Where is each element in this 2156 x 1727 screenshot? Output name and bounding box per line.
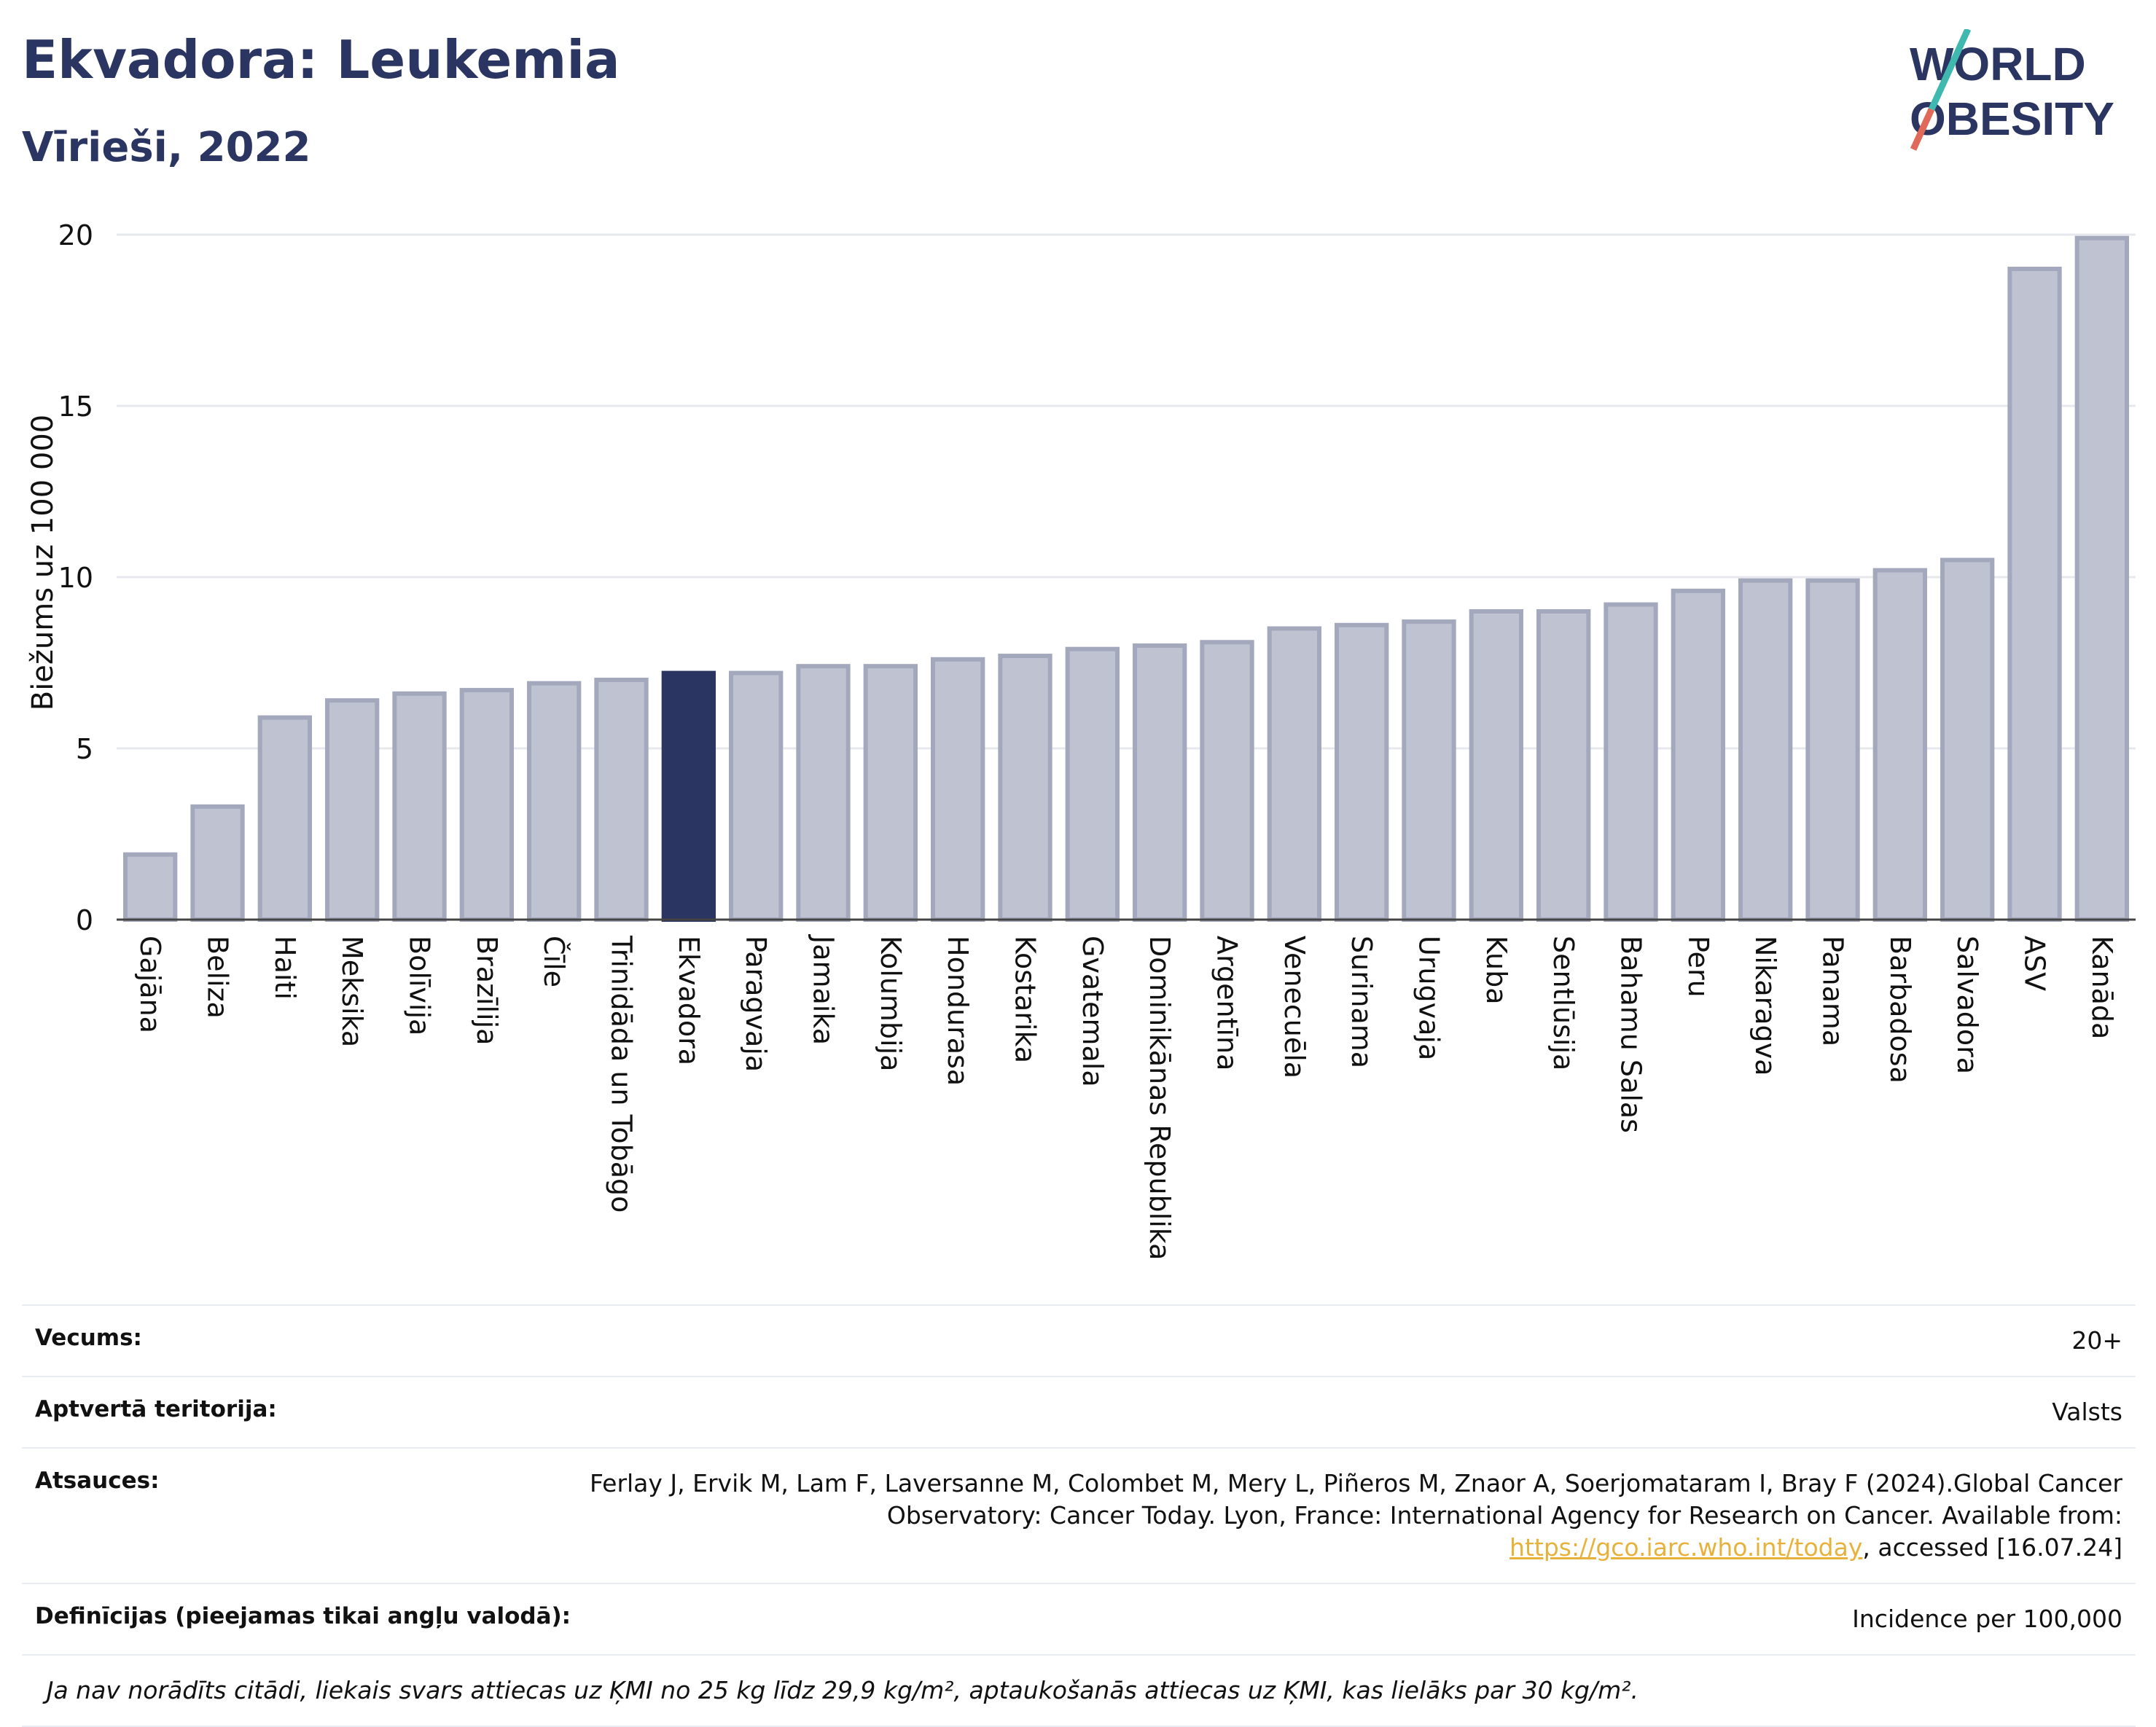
bar [257, 715, 312, 922]
metadata-table: Vecums: 20+ Aptvertā teritorija: Valsts … [22, 1304, 2136, 1727]
bar [1133, 643, 1187, 922]
bar [1738, 578, 1793, 922]
x-tick-label: Dominikānas Republika [1144, 936, 1176, 1260]
page-title: Ekvadora: Leukemia [22, 29, 620, 90]
bar [1065, 646, 1120, 922]
x-tick-label: Argentīna [1211, 936, 1243, 1070]
x-tick-label: Nikaragva [1749, 936, 1781, 1076]
meta-row-coverage: Aptvertā teritorija: Valsts [22, 1376, 2136, 1447]
x-tick-label: Bahamu Salas [1615, 936, 1647, 1133]
bar [1805, 578, 1860, 922]
bar [1604, 602, 1658, 922]
x-tick-label: Meksika [336, 936, 368, 1047]
bar [1536, 609, 1591, 922]
x-tick-label: Ekvadora [673, 936, 705, 1065]
logo-line1: WORLD [1910, 38, 2086, 90]
bar [1872, 568, 1927, 922]
meta-row-definitions: Definīcijas (pieejamas tikai angļu valod… [22, 1583, 2136, 1654]
bar [998, 654, 1052, 922]
references-value: Ferlay J, Ervik M, Lam F, Laversanne M, … [519, 1468, 2122, 1564]
bar [1335, 622, 1389, 922]
x-tick-label: Trinidāda un Tobāgo [606, 935, 638, 1213]
x-tick-label: Surinama [1345, 936, 1378, 1068]
source-link[interactable]: https://gco.iarc.who.int/today [1509, 1533, 1863, 1562]
x-tick-label: Paragvaja [740, 936, 772, 1072]
bar [661, 670, 716, 922]
bar [2074, 235, 2129, 922]
bar [1469, 609, 1523, 922]
logo-slash-coral [1910, 108, 1935, 151]
definitions-value: Incidence per 100,000 [1852, 1605, 2122, 1633]
x-tick-label: Čīle [538, 936, 570, 987]
x-tick-label: Kostarika [1009, 936, 1042, 1063]
bar [931, 657, 985, 922]
bar [325, 698, 380, 922]
references-accessed: , accessed [16.07.24] [1862, 1533, 2122, 1562]
references-text: Ferlay J, Ervik M, Lam F, Laversanne M, … [589, 1469, 2122, 1530]
x-tick-label: Bolīvija [404, 936, 436, 1035]
bar [392, 691, 447, 922]
bar [527, 681, 582, 922]
x-tick-label: Urugvaja [1413, 936, 1445, 1060]
x-tick-label: Beliza [202, 936, 234, 1019]
world-obesity-logo: WORLD OBESITY [1910, 29, 2114, 151]
x-tick-label: Kolumbija [875, 936, 907, 1071]
meta-row-age: Vecums: 20+ [22, 1304, 2136, 1376]
x-tick-label: Kuba [1480, 936, 1512, 1005]
x-tick-label: ASV [2019, 936, 2051, 991]
bar [796, 664, 851, 922]
x-tick-label: Venecuēla [1278, 936, 1311, 1078]
bar-chart: 0 5 10 15 20 Biežums uz 100 000 Gajāna Beliza Ha… [26, 219, 2136, 1260]
y-axis-title: Biežums uz 100 000 [26, 415, 60, 711]
bar [459, 688, 514, 922]
x-tick-label: Peru [1682, 936, 1714, 998]
x-tick-label: Panama [1817, 936, 1849, 1046]
y-tick-label: 5 [76, 733, 93, 765]
references-label: Atsauces: [35, 1468, 160, 1494]
bmi-note: Ja nav norādīts citādi, liekais svars at… [46, 1676, 1639, 1704]
bar [1671, 588, 1725, 922]
bar [1200, 640, 1254, 922]
x-tick-label: Sentlūsija [1547, 936, 1579, 1070]
x-tick-label: Brazīlija [471, 936, 503, 1045]
bar [1402, 619, 1456, 922]
x-tick-label: Barbadosa [1884, 936, 1916, 1084]
bar [2007, 267, 2062, 922]
y-tick-label: 20 [58, 219, 93, 251]
y-tick-label: 10 [58, 562, 93, 594]
bar [190, 804, 245, 923]
coverage-label: Aptvertā teritorija: [35, 1396, 277, 1422]
bar [1940, 557, 1995, 922]
x-tick-label: Salvadora [1951, 936, 1983, 1074]
page-subtitle: Vīrieši, 2022 [22, 124, 311, 171]
logo-line2: OBESITY [1910, 93, 2114, 145]
age-label: Vecums: [35, 1325, 142, 1351]
x-tick-label: Kanāda [2086, 936, 2118, 1039]
x-tick-label: Gvatemala [1077, 936, 1109, 1087]
y-tick-label: 15 [58, 391, 93, 423]
y-tick-label: 0 [76, 904, 93, 936]
coverage-value: Valsts [2052, 1398, 2122, 1426]
meta-row-references: Atsauces: Ferlay J, Ervik M, Lam F, Lave… [22, 1447, 2136, 1583]
x-tick-label: Hondurasa [942, 936, 974, 1086]
x-tick-label: Jamaika [808, 934, 840, 1045]
bar [594, 678, 649, 922]
meta-row-note: Ja nav norādīts citādi, liekais svars at… [22, 1654, 2136, 1727]
x-tick-label: Haiti [269, 936, 301, 1000]
definitions-label: Definīcijas (pieejamas tikai angļu valod… [35, 1603, 571, 1629]
bar [863, 664, 918, 922]
bar [123, 852, 178, 922]
bar [1267, 626, 1321, 922]
bar [729, 670, 784, 922]
x-tick-label: Gajāna [134, 936, 166, 1033]
age-value: 20+ [2071, 1326, 2122, 1355]
logo-slash-teal [1928, 29, 1972, 111]
